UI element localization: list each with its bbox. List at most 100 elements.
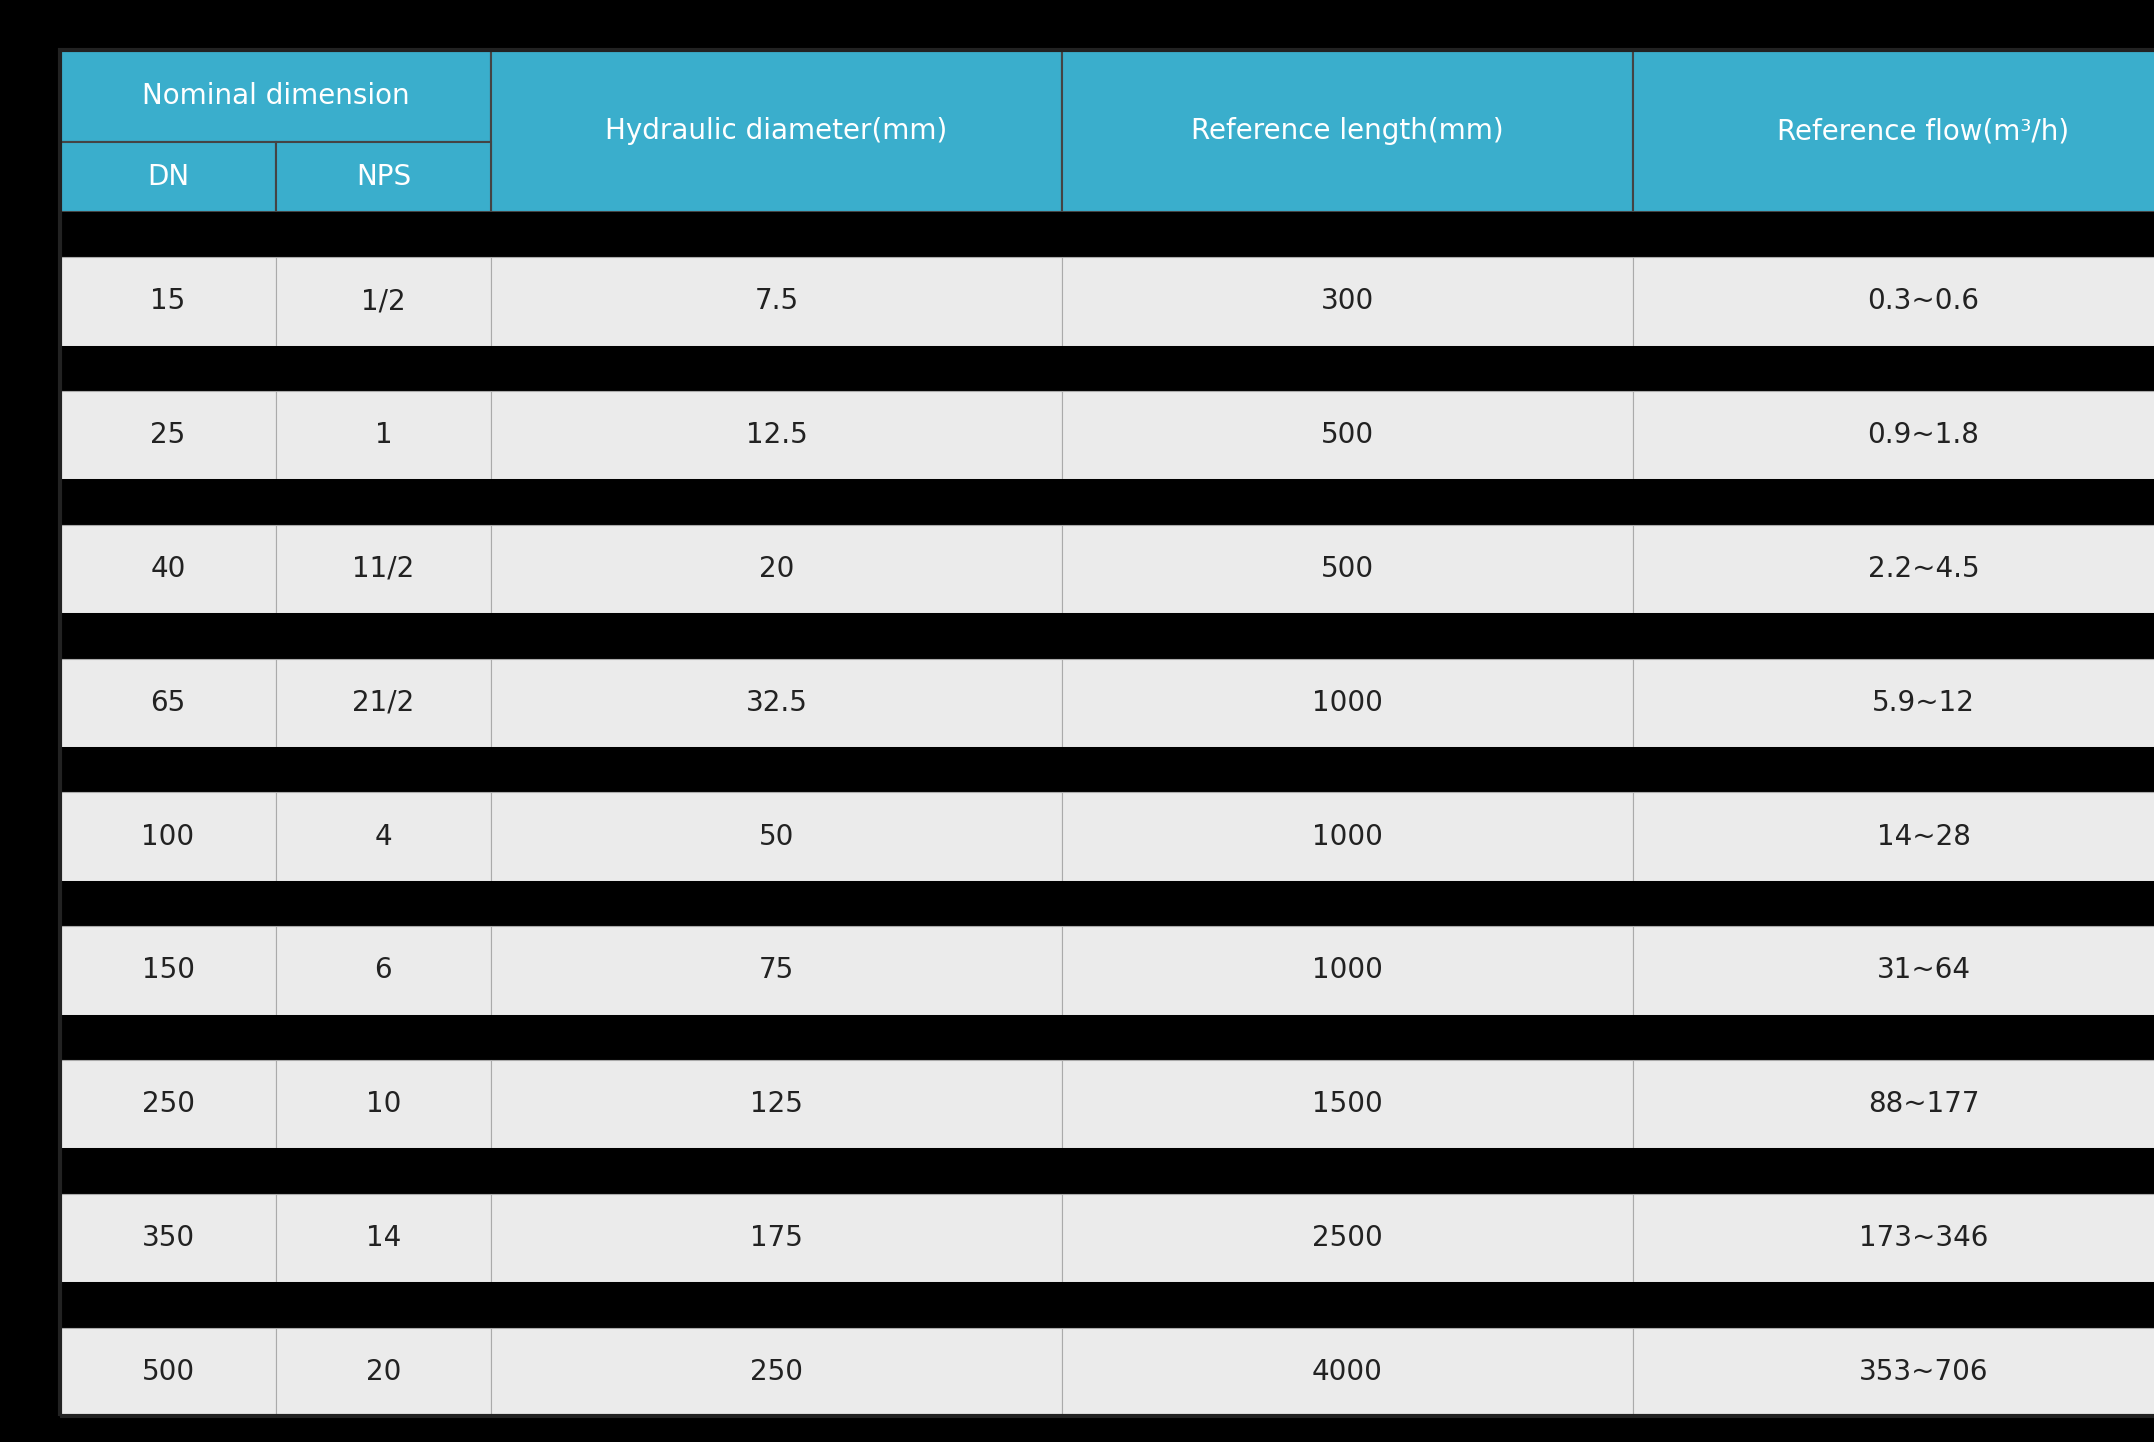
Text: 0.3~0.6: 0.3~0.6 bbox=[1868, 287, 1980, 316]
Bar bbox=[1062, 1060, 1633, 1148]
Bar bbox=[276, 1060, 491, 1148]
Text: Reference length(mm): Reference length(mm) bbox=[1191, 117, 1503, 146]
Bar bbox=[1633, 50, 2154, 212]
Text: 175: 175 bbox=[750, 1224, 803, 1252]
Text: 15: 15 bbox=[151, 287, 185, 316]
Bar bbox=[60, 1282, 2154, 1328]
Text: 32.5: 32.5 bbox=[745, 689, 808, 717]
Bar bbox=[276, 793, 491, 881]
Bar bbox=[1633, 525, 2154, 613]
Bar bbox=[276, 143, 491, 212]
Text: NPS: NPS bbox=[355, 163, 411, 192]
Text: 4000: 4000 bbox=[1312, 1358, 1383, 1386]
Text: 1000: 1000 bbox=[1312, 689, 1383, 717]
Text: 20: 20 bbox=[366, 1358, 401, 1386]
Bar bbox=[60, 747, 2154, 793]
Text: 6: 6 bbox=[375, 956, 392, 985]
Bar bbox=[491, 1060, 1062, 1148]
Bar bbox=[60, 143, 276, 212]
Bar bbox=[60, 50, 491, 143]
Text: 14~28: 14~28 bbox=[1876, 822, 1971, 851]
Bar bbox=[1633, 1328, 2154, 1416]
Bar bbox=[60, 212, 2154, 257]
Bar bbox=[276, 659, 491, 747]
Bar bbox=[491, 1194, 1062, 1282]
Bar bbox=[60, 881, 2154, 926]
Bar bbox=[276, 391, 491, 479]
Bar bbox=[60, 525, 276, 613]
Text: 20: 20 bbox=[758, 555, 795, 583]
Text: 21/2: 21/2 bbox=[353, 689, 414, 717]
Text: 150: 150 bbox=[142, 956, 194, 985]
Bar bbox=[1633, 793, 2154, 881]
Text: 1500: 1500 bbox=[1312, 1090, 1383, 1118]
Bar bbox=[276, 1328, 491, 1416]
Bar bbox=[1633, 926, 2154, 1015]
Bar bbox=[491, 926, 1062, 1015]
Bar bbox=[1633, 391, 2154, 479]
Bar bbox=[491, 793, 1062, 881]
Bar bbox=[1633, 1194, 2154, 1282]
Text: 25: 25 bbox=[151, 421, 185, 448]
Text: 125: 125 bbox=[750, 1090, 803, 1118]
Bar bbox=[276, 525, 491, 613]
Bar bbox=[491, 525, 1062, 613]
Text: 173~346: 173~346 bbox=[1859, 1224, 1988, 1252]
Bar bbox=[491, 1328, 1062, 1416]
Bar bbox=[491, 257, 1062, 346]
Bar bbox=[1633, 659, 2154, 747]
Bar bbox=[1062, 1194, 1633, 1282]
Text: 500: 500 bbox=[1320, 421, 1374, 448]
Text: 350: 350 bbox=[142, 1224, 194, 1252]
Text: 11/2: 11/2 bbox=[353, 555, 414, 583]
Bar bbox=[1062, 793, 1633, 881]
Text: 31~64: 31~64 bbox=[1876, 956, 1971, 985]
Text: 88~177: 88~177 bbox=[1868, 1090, 1980, 1118]
Bar bbox=[60, 1060, 276, 1148]
Text: 353~706: 353~706 bbox=[1859, 1358, 1988, 1386]
Bar bbox=[491, 659, 1062, 747]
Bar bbox=[1633, 257, 2154, 346]
Bar bbox=[60, 613, 2154, 659]
Text: Nominal dimension: Nominal dimension bbox=[142, 82, 409, 111]
Text: 250: 250 bbox=[142, 1090, 194, 1118]
Text: 0.9~1.8: 0.9~1.8 bbox=[1868, 421, 1980, 448]
Text: 1/2: 1/2 bbox=[362, 287, 405, 316]
Bar bbox=[1062, 659, 1633, 747]
Bar bbox=[60, 926, 276, 1015]
Text: 1000: 1000 bbox=[1312, 822, 1383, 851]
Text: 4: 4 bbox=[375, 822, 392, 851]
Bar bbox=[1062, 525, 1633, 613]
Text: 5.9~12: 5.9~12 bbox=[1872, 689, 1975, 717]
Text: 14: 14 bbox=[366, 1224, 401, 1252]
Bar bbox=[60, 659, 276, 747]
Bar bbox=[276, 926, 491, 1015]
Bar bbox=[1062, 391, 1633, 479]
Text: 500: 500 bbox=[1320, 555, 1374, 583]
Text: 50: 50 bbox=[758, 822, 795, 851]
Text: DN: DN bbox=[146, 163, 190, 192]
Bar bbox=[60, 346, 2154, 391]
Text: 2500: 2500 bbox=[1312, 1224, 1383, 1252]
Text: 250: 250 bbox=[750, 1358, 803, 1386]
Bar bbox=[491, 391, 1062, 479]
Text: 65: 65 bbox=[151, 689, 185, 717]
Text: 100: 100 bbox=[142, 822, 194, 851]
Bar bbox=[1062, 1328, 1633, 1416]
Bar bbox=[1062, 50, 1633, 212]
Bar bbox=[60, 257, 276, 346]
Bar bbox=[60, 1194, 276, 1282]
Bar bbox=[60, 1148, 2154, 1194]
Bar bbox=[60, 479, 2154, 525]
Bar bbox=[60, 1328, 276, 1416]
Text: 300: 300 bbox=[1320, 287, 1374, 316]
Text: 500: 500 bbox=[142, 1358, 194, 1386]
Bar bbox=[491, 50, 1062, 212]
Bar bbox=[1062, 926, 1633, 1015]
Text: 10: 10 bbox=[366, 1090, 401, 1118]
Text: 1: 1 bbox=[375, 421, 392, 448]
Text: Hydraulic diameter(mm): Hydraulic diameter(mm) bbox=[605, 117, 948, 146]
Text: Reference flow(m³/h): Reference flow(m³/h) bbox=[1777, 117, 2070, 146]
Text: 2.2~4.5: 2.2~4.5 bbox=[1868, 555, 1980, 583]
Bar bbox=[276, 1194, 491, 1282]
